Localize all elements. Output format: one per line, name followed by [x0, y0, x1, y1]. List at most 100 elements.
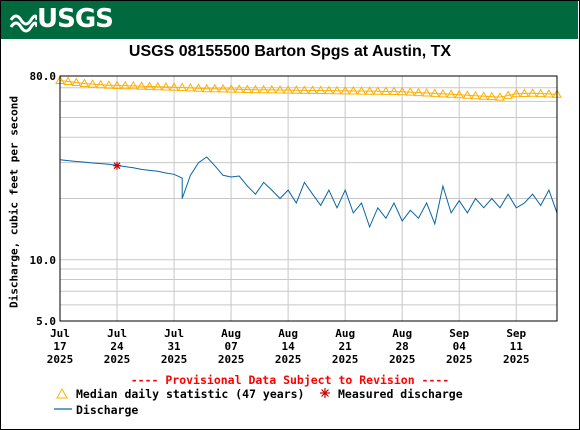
median-marker [87, 79, 98, 88]
x-tick-label: Aug [335, 327, 355, 340]
median-marker [340, 85, 351, 95]
median-marker [283, 85, 293, 94]
median-marker [226, 84, 236, 93]
median-marker [201, 83, 212, 93]
x-tick-label: 28 [396, 340, 409, 353]
median-marker [104, 80, 114, 89]
x-tick-label: Jul [50, 327, 70, 340]
median-marker [161, 81, 171, 91]
x-tick-label: 17 [53, 340, 66, 353]
x-tick-label: 2025 [275, 353, 302, 366]
legend-median-label: Median daily statistic (47 years) [76, 387, 305, 401]
median-marker [258, 84, 269, 94]
x-tick-label: 2025 [389, 353, 416, 366]
median-marker [120, 80, 131, 90]
plot-axes [59, 75, 558, 322]
x-tick-label: 14 [282, 340, 296, 353]
median-marker [193, 83, 204, 92]
median-marker [242, 84, 253, 93]
median-marker [136, 81, 147, 90]
x-tick-label: Sep [449, 327, 469, 340]
median-marker [275, 84, 285, 94]
measured-marker [113, 161, 122, 170]
median-marker [527, 88, 538, 97]
median-marker [413, 87, 424, 97]
median-marker [454, 89, 465, 99]
median-marker [324, 85, 334, 95]
usgs-banner: USGS [1, 1, 578, 39]
x-tick-label: 04 [453, 340, 467, 353]
median-marker [185, 82, 196, 92]
x-tick-label: 24 [110, 340, 124, 353]
median-marker [470, 90, 481, 100]
median-marker [356, 86, 367, 95]
y-tick-label: 10.0 [30, 254, 57, 267]
median-marker [397, 86, 408, 96]
median-marker [486, 91, 497, 101]
median-marker [315, 85, 326, 94]
x-tick-label: 2025 [218, 353, 245, 366]
median-marker [152, 81, 163, 91]
median-marker [511, 88, 522, 98]
measured-series [113, 161, 122, 170]
x-tick-label: 2025 [104, 353, 131, 366]
discharge-line [59, 156, 558, 229]
median-marker [112, 80, 122, 89]
median-marker [299, 85, 310, 94]
median-marker [169, 82, 179, 91]
median-marker [535, 88, 546, 98]
chart-title: USGS 08155500 Barton Spgs at Austin, TX [128, 43, 452, 60]
median-marker [218, 83, 228, 93]
median-marker [332, 85, 342, 95]
median-marker [128, 80, 139, 90]
usgs-logo-icon [9, 14, 37, 33]
median-series [55, 75, 562, 101]
y-tick-label: 80.0 [30, 70, 57, 83]
legend-symbols [54, 387, 330, 410]
median-marker [503, 90, 513, 99]
median-marker [250, 84, 261, 94]
median-marker [405, 87, 416, 96]
median-marker [421, 87, 432, 97]
x-tick-label: 2025 [161, 353, 188, 366]
x-tick-label: 2025 [446, 353, 473, 366]
tick-labels: 80.010.05.0Jul172025Jul242025Jul312025Au… [30, 70, 530, 366]
x-tick-label: Aug [221, 327, 241, 340]
median-marker [438, 88, 448, 98]
median-marker [266, 84, 277, 94]
median-marker [519, 88, 530, 97]
legend-measured-label: Measured discharge [338, 387, 463, 401]
median-marker [544, 88, 554, 98]
median-marker [389, 86, 399, 95]
grid-lines [59, 75, 557, 322]
median-marker [95, 79, 106, 89]
x-tick-label: Jul [107, 327, 127, 340]
x-tick-label: 11 [510, 340, 524, 353]
median-marker [79, 78, 90, 87]
median-marker [478, 91, 489, 100]
x-tick-label: 21 [339, 340, 353, 353]
median-marker [462, 90, 473, 99]
x-tick-label: 2025 [503, 353, 530, 366]
median-marker [381, 86, 391, 95]
x-tick-label: 07 [224, 340, 237, 353]
median-marker [495, 92, 505, 101]
legend-discharge-label: Discharge [76, 403, 139, 417]
x-tick-label: 2025 [47, 353, 74, 366]
median-marker [348, 85, 359, 95]
discharge-series [59, 156, 558, 229]
legend-median-marker [56, 387, 68, 399]
usgs-logo-text: USGS [37, 4, 114, 34]
x-tick-label: 31 [167, 340, 181, 353]
median-marker [364, 86, 375, 95]
x-tick-label: Jul [164, 327, 184, 340]
median-marker [63, 76, 73, 85]
median-line [59, 80, 558, 98]
x-tick-label: 2025 [332, 353, 359, 366]
median-marker [291, 85, 302, 94]
median-marker [71, 77, 82, 86]
median-marker [144, 81, 155, 90]
median-marker [372, 86, 383, 95]
median-marker [234, 84, 245, 93]
